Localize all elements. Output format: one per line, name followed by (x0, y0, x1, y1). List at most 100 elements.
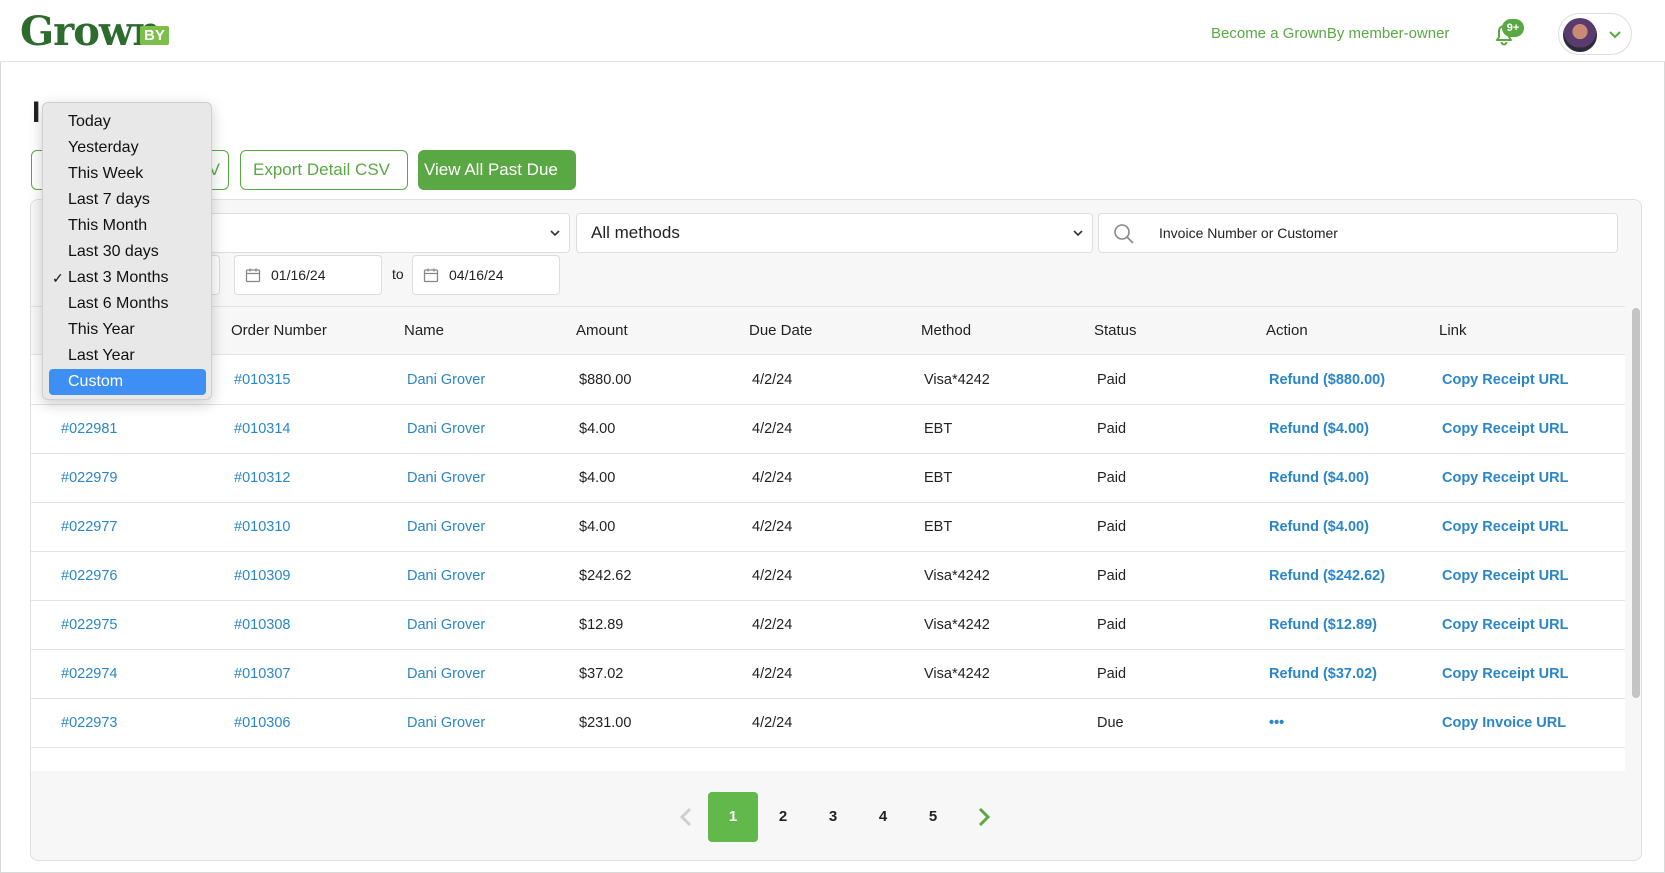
cell-amount: $880.00 (579, 372, 632, 388)
page-button-2[interactable]: 2 (778, 808, 788, 825)
cell-action[interactable]: ••• (1269, 715, 1285, 731)
date-range-option[interactable]: This Month (43, 213, 211, 239)
search-input[interactable] (1159, 214, 1599, 252)
next-page-icon[interactable] (974, 806, 994, 828)
table-scrollbar[interactable] (1632, 308, 1640, 698)
cell-invoice[interactable]: #022974 (61, 666, 118, 682)
cell-name[interactable]: Dani Grover (407, 421, 486, 437)
date-range-option[interactable]: This Year (43, 317, 211, 343)
date-from-field[interactable]: 01/16/24 (234, 255, 382, 295)
cell-order[interactable]: #010308 (234, 617, 291, 633)
column-header-amount[interactable]: Amount (576, 322, 628, 339)
column-header-name[interactable]: Name (404, 322, 445, 339)
date-range-option[interactable]: Last Year (43, 343, 211, 369)
method-select-value: All methods (591, 223, 680, 242)
cell-status: Paid (1097, 372, 1127, 388)
cell-link[interactable]: Copy Receipt URL (1442, 519, 1569, 535)
column-header-link: Link (1439, 322, 1467, 339)
cell-action[interactable]: Refund ($880.00) (1269, 372, 1386, 388)
calendar-icon (423, 268, 439, 283)
cell-order[interactable]: #010309 (234, 568, 291, 584)
cell-action[interactable]: Refund ($4.00) (1269, 519, 1369, 535)
page-button-4[interactable]: 4 (878, 808, 888, 825)
cell-action[interactable]: Refund ($4.00) (1269, 470, 1369, 486)
cell-name[interactable]: Dani Grover (407, 519, 486, 535)
date-range-option[interactable]: Custom (49, 369, 206, 395)
cell-link[interactable]: Copy Receipt URL (1442, 421, 1569, 437)
cell-name[interactable]: Dani Grover (407, 666, 486, 682)
cell-invoice[interactable]: #022975 (61, 617, 118, 633)
cell-invoice[interactable]: #022981 (61, 421, 118, 437)
cell-due: 4/2/24 (752, 470, 793, 486)
cell-due: 4/2/24 (752, 421, 793, 437)
chevron-down-icon (1609, 31, 1621, 39)
date-from-value: 01/16/24 (271, 267, 326, 283)
cell-method: Visa*4242 (924, 617, 990, 633)
cell-name[interactable]: Dani Grover (407, 372, 486, 388)
cell-name[interactable]: Dani Grover (407, 715, 486, 731)
cell-invoice[interactable]: #022977 (61, 519, 118, 535)
date-range-option-label: This Month (68, 217, 148, 234)
cell-method: EBT (924, 421, 953, 437)
cell-action[interactable]: Refund ($12.89) (1269, 617, 1377, 633)
search-icon (1114, 224, 1134, 244)
cell-order[interactable]: #010310 (234, 519, 291, 535)
cell-order[interactable]: #010315 (234, 372, 291, 388)
cell-invoice[interactable]: #022973 (61, 715, 118, 731)
cell-order[interactable]: #010314 (234, 421, 291, 437)
checkmark-icon: ✓ (52, 270, 64, 286)
column-header-order-number[interactable]: Order Number (231, 322, 327, 339)
date-to-label: to (392, 266, 404, 282)
cell-order[interactable]: #010312 (234, 470, 291, 486)
chevron-down-icon (1073, 230, 1083, 237)
cell-link[interactable]: Copy Receipt URL (1442, 470, 1569, 486)
column-header-method[interactable]: Method (921, 322, 972, 339)
cell-order[interactable]: #010306 (234, 715, 291, 731)
table-row: #022981 #010314 Dani Grover $4.00 4/2/24 EBT P… (31, 405, 1625, 454)
page-button-5[interactable]: 5 (928, 808, 938, 825)
cell-action[interactable]: Refund ($242.62) (1269, 568, 1386, 584)
export-detail-csv-button[interactable]: Export Detail CSV (240, 150, 408, 190)
date-range-option-label: Last Year (68, 347, 135, 364)
cell-due: 4/2/24 (752, 715, 793, 731)
date-range-option[interactable]: Last 6 Months (43, 291, 211, 317)
cell-invoice[interactable]: #022979 (61, 470, 118, 486)
cell-name[interactable]: Dani Grover (407, 470, 486, 486)
view-all-past-due-button[interactable]: View All Past Due (418, 150, 576, 190)
table-header: Order Number Name Amount Due Date Method… (31, 307, 1625, 355)
page-title: I (32, 96, 41, 129)
previous-page-icon[interactable] (676, 806, 696, 828)
cell-amount: $4.00 (579, 421, 616, 437)
grownby-logo[interactable]: Grown (20, 8, 161, 55)
profile-menu-button[interactable] (1558, 13, 1632, 55)
date-range-option[interactable]: Last 7 days (43, 187, 211, 213)
cell-status: Paid (1097, 617, 1127, 633)
cell-name[interactable]: Dani Grover (407, 617, 486, 633)
become-member-link[interactable]: Become a GrownBy member-owner (1211, 25, 1450, 42)
date-range-option[interactable]: This Week (43, 161, 211, 187)
page-button-1[interactable]: 1 (708, 792, 758, 842)
page-button-3[interactable]: 3 (828, 808, 838, 825)
cell-link[interactable]: Copy Receipt URL (1442, 568, 1569, 584)
cell-action[interactable]: Refund ($4.00) (1269, 421, 1369, 437)
cell-action[interactable]: Refund ($37.02) (1269, 666, 1377, 682)
date-range-option-label: Last 7 days (68, 191, 150, 208)
table-row: #010315 Dani Grover $880.00 4/2/24 Visa*4242… (31, 356, 1625, 405)
cell-name[interactable]: Dani Grover (407, 568, 486, 584)
date-range-option[interactable]: Last 30 days (43, 239, 211, 265)
cell-link[interactable]: Copy Receipt URL (1442, 666, 1569, 682)
date-range-option[interactable]: Today (43, 109, 211, 135)
cell-method: EBT (924, 470, 953, 486)
cell-link[interactable]: Copy Receipt URL (1442, 372, 1569, 388)
cell-order[interactable]: #010307 (234, 666, 291, 682)
column-header-due-date[interactable]: Due Date (749, 322, 813, 339)
cell-invoice[interactable]: #022976 (61, 568, 118, 584)
cell-link[interactable]: Copy Invoice URL (1442, 715, 1567, 731)
date-range-option[interactable]: ✓ Last 3 Months (43, 265, 211, 291)
method-select[interactable]: All methods (576, 213, 1093, 253)
date-range-dropdown: Today Yesterday This Week Last 7 days This M… (42, 102, 212, 400)
date-range-option[interactable]: Yesterday (43, 135, 211, 161)
cell-method: Visa*4242 (924, 568, 990, 584)
cell-link[interactable]: Copy Receipt URL (1442, 617, 1569, 633)
date-to-field[interactable]: 04/16/24 (412, 255, 560, 295)
